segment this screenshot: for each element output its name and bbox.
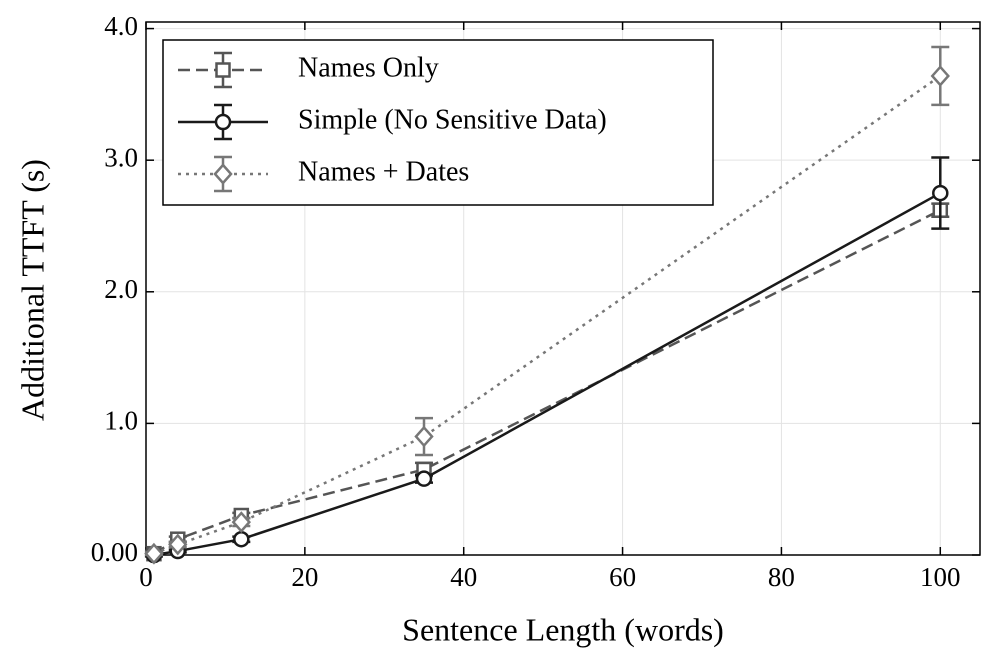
x-tick-label: 80 [768, 562, 795, 592]
legend-label: Names + Dates [298, 156, 469, 187]
x-tick-label: 60 [609, 562, 636, 592]
marker [215, 62, 231, 78]
series-line [153, 209, 941, 555]
marker [231, 511, 251, 533]
marker [414, 425, 434, 448]
legend-label: Simple (No Sensitive Data) [298, 104, 607, 135]
x-tick-label: 100 [920, 562, 961, 592]
y-tick-label: 0.00 [91, 537, 138, 567]
marker [415, 470, 433, 487]
y-axis-title: Additional TTFT (s) [14, 159, 50, 421]
x-tick-label: 20 [291, 562, 318, 592]
marker [932, 184, 949, 202]
marker [233, 530, 250, 548]
marker [930, 65, 950, 87]
x-tick-label: 0 [139, 562, 153, 592]
series-line [153, 191, 941, 557]
marker [213, 163, 233, 185]
marker [168, 533, 188, 556]
y-tick-label: 3.0 [104, 142, 138, 172]
plot-frame [145, 21, 981, 556]
y-tick-label: 2.0 [104, 274, 138, 304]
marker [144, 542, 164, 565]
x-tick-label: 40 [450, 562, 477, 592]
x-axis-title: Sentence Length (words) [402, 611, 724, 647]
y-tick-label: 1.0 [104, 406, 138, 436]
legend-label: Names Only [298, 52, 439, 83]
y-tick-label: 4.0 [104, 11, 138, 41]
marker [214, 113, 232, 131]
